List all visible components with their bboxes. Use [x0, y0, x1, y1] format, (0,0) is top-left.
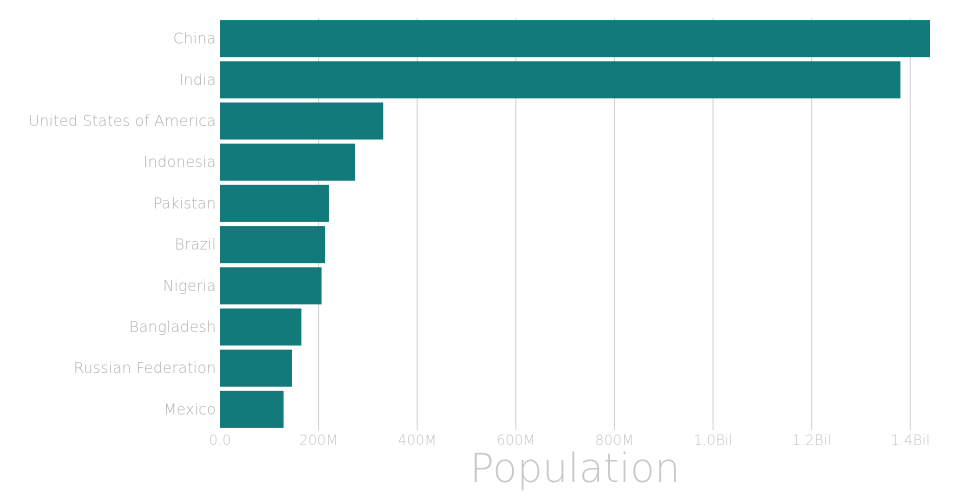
bar [220, 184, 329, 222]
x-axis-title: Population [470, 446, 680, 492]
x-tick-label: 1.2Bil [792, 433, 831, 449]
bar [220, 20, 930, 58]
bar [220, 390, 284, 428]
category-label: Indonesia [143, 153, 216, 171]
x-tick-label: 200M [299, 433, 338, 449]
bar [220, 349, 292, 387]
category-label: Pakistan [153, 194, 216, 212]
x-tick-label: 600M [496, 433, 535, 449]
bar [220, 61, 901, 99]
category-label: India [179, 71, 216, 89]
x-tick-label: 400M [398, 433, 437, 449]
bar [220, 308, 302, 346]
bar-layer [220, 20, 930, 428]
bar [220, 226, 326, 264]
category-label: Mexico [164, 400, 216, 418]
category-labels: China India United States of America Indone… [29, 30, 216, 419]
bar [220, 102, 384, 140]
x-tick-label: 0.0 [209, 433, 231, 449]
category-label: China [173, 30, 216, 48]
category-label: Brazil [175, 236, 216, 254]
x-tick-label: 1.4Bil [891, 433, 930, 449]
category-label: Russian Federation [74, 359, 216, 377]
bar [220, 143, 356, 181]
bar [220, 267, 322, 305]
category-label: Nigeria [163, 277, 216, 295]
x-tick-label: 1.0Bil [693, 433, 732, 449]
x-tick-label: 800M [595, 433, 634, 449]
x-tick-labels: 0.0 200M 400M 600M 800M 1.0Bil 1.2Bil 1.4Bil [209, 433, 930, 449]
category-label: Bangladesh [129, 318, 216, 336]
category-label: United States of America [29, 112, 216, 130]
